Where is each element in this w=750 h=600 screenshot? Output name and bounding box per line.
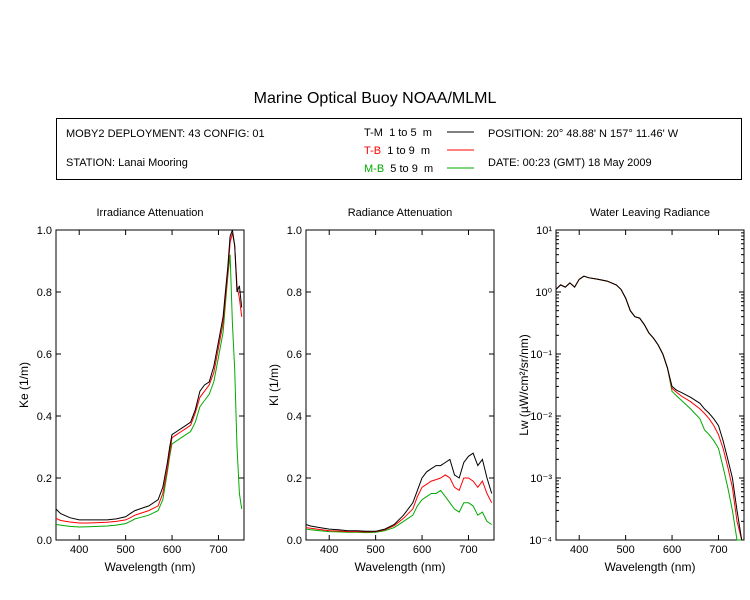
y-tick-label: 0.0 — [37, 535, 52, 547]
series-line-m-b — [55, 254, 243, 528]
plot-title: Water Leaving Radiance — [590, 207, 710, 219]
y-tick-label: 10⁻² — [530, 411, 552, 423]
plot-frame — [55, 229, 245, 541]
x-tick-label: 600 — [163, 544, 181, 556]
x-tick-label: 400 — [70, 544, 88, 556]
legend-code: M-B — [364, 163, 385, 175]
x-tick-label: 500 — [616, 544, 634, 556]
x-tick-label: 700 — [459, 544, 477, 556]
x-axis-label: Wavelength (nm) — [355, 560, 446, 574]
x-tick-label: 500 — [366, 544, 384, 556]
series-line-t-m — [305, 452, 493, 532]
x-tick-label: 700 — [709, 544, 727, 556]
x-tick-label: 600 — [663, 544, 681, 556]
position-text: POSITION: 20° 48.88' N 157° 11.46' W — [488, 128, 679, 140]
series-line-t-m — [55, 229, 243, 521]
plot-frame — [555, 229, 745, 541]
y-tick-label: 0.4 — [287, 411, 302, 423]
y-tick-label: 10⁻⁴ — [529, 535, 552, 547]
y-tick-label: 10⁻¹ — [530, 349, 552, 361]
series-line-m-b — [305, 489, 492, 534]
series-line-m-b — [555, 275, 742, 541]
legend-unit: m — [422, 127, 432, 139]
x-tick-label: 400 — [320, 544, 338, 556]
plot-title: Radiance Attenuation — [348, 207, 453, 219]
x-axis-label: Wavelength (nm) — [105, 560, 196, 574]
y-tick-label: 10⁻³ — [530, 473, 552, 485]
y-tick-label: 0.8 — [287, 287, 302, 299]
y-tick-label: 0.2 — [287, 473, 302, 485]
legend-range: 1 to 9 — [387, 145, 415, 157]
info-box — [56, 118, 742, 180]
legend-code: T-M — [364, 127, 383, 139]
station-text: STATION: Lanai Mooring — [66, 157, 188, 169]
y-tick-label: 0.8 — [37, 287, 52, 299]
x-axis-label: Wavelength (nm) — [605, 560, 696, 574]
legend-range: 1 to 5 — [389, 127, 417, 139]
y-axis-label: Kl (1/m) — [267, 364, 281, 406]
plot-frame — [305, 229, 495, 541]
x-tick-label: 400 — [570, 544, 588, 556]
y-tick-label: 0.6 — [37, 349, 52, 361]
legend-range: 5 to 9 — [390, 163, 418, 175]
y-axis-label: Lw (µW/cm²/sr/nm) — [517, 334, 531, 436]
x-tick-label: 700 — [209, 544, 227, 556]
plot-title: Irradiance Attenuation — [96, 207, 203, 219]
deployment-text: MOBY2 DEPLOYMENT: 43 CONFIG: 01 — [66, 128, 265, 140]
y-tick-label: 10¹ — [536, 225, 552, 237]
legend-unit: m — [420, 145, 431, 157]
y-tick-label: 0.6 — [287, 349, 302, 361]
legend-row-tm: T-M 1 to 5 m — [364, 127, 432, 139]
y-axis-label: Ke (1/m) — [17, 362, 31, 408]
figure-title: Marine Optical Buoy NOAA/MLML — [253, 90, 497, 107]
y-tick-label: 0.4 — [37, 411, 52, 423]
legend-row-mb: M-B 5 to 9 m — [364, 163, 433, 175]
y-tick-label: 0.0 — [287, 535, 302, 547]
y-tick-label: 1.0 — [287, 225, 302, 237]
legend-code: T-B — [364, 145, 382, 157]
x-tick-label: 500 — [116, 544, 134, 556]
legend-row-tb: T-B 1 to 9 m — [364, 145, 430, 157]
series-line-t-b — [305, 474, 493, 533]
x-tick-label: 600 — [413, 544, 431, 556]
y-tick-label: 1.0 — [37, 225, 52, 237]
legend-unit: m — [423, 163, 434, 175]
series-line-t-m — [555, 275, 743, 541]
date-text: DATE: 00:23 (GMT) 18 May 2009 — [488, 157, 652, 169]
series-line-t-b — [55, 232, 243, 524]
y-tick-label: 0.2 — [37, 473, 52, 485]
y-tick-label: 10⁰ — [535, 287, 552, 299]
series-line-t-b — [555, 275, 743, 541]
